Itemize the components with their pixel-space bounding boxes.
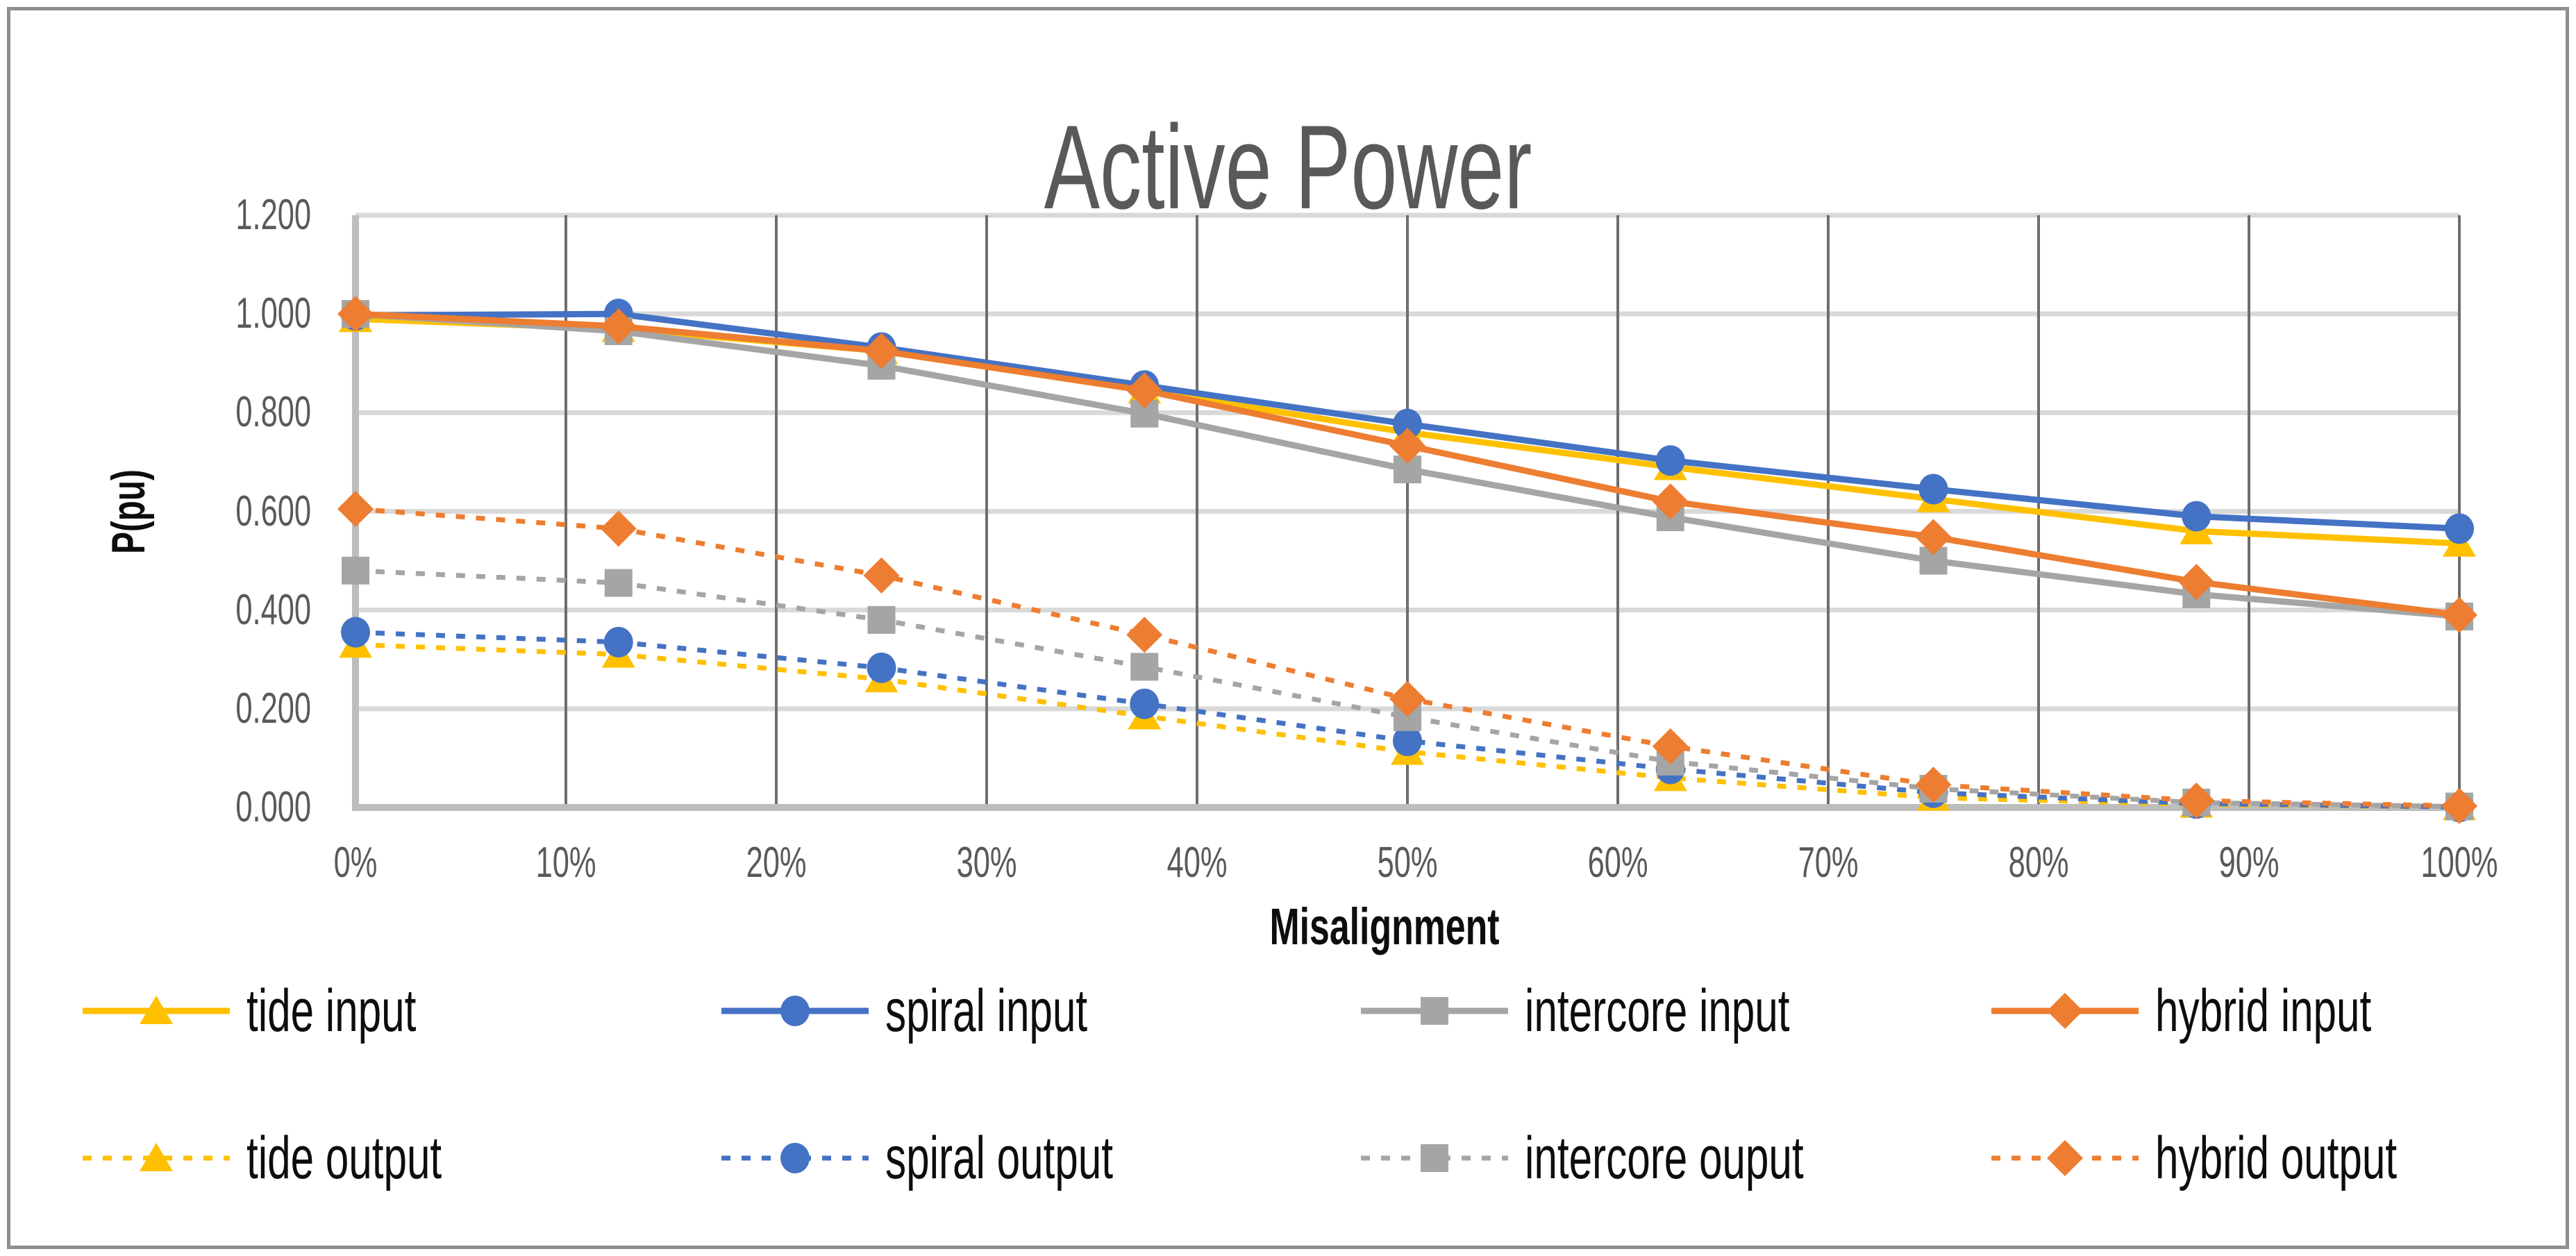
marker-spiral-input-8 <box>2445 513 2474 544</box>
legend-label: tide output <box>246 1125 442 1191</box>
y-tick-label: 1.200 <box>235 191 311 239</box>
legend-marker-intercore-ouput <box>1421 1144 1448 1172</box>
marker-hybrid-input-5 <box>1652 483 1689 520</box>
marker-spiral-output-0 <box>341 617 370 648</box>
legend-label: hybrid input <box>2155 978 2372 1044</box>
marker-spiral-output-2 <box>867 652 896 683</box>
legend-item-tide-output: tide output <box>83 1125 526 1191</box>
marker-hybrid-input-7 <box>2178 564 2215 601</box>
x-tick-label: 50% <box>1377 839 1438 887</box>
x-tick-label: 10% <box>535 839 596 887</box>
legend-item-intercore-ouput: intercore ouput <box>1361 1125 1923 1191</box>
legend-label: hybrid output <box>2155 1125 2398 1191</box>
marker-intercore-ouput-0 <box>342 556 369 585</box>
legend-item-intercore-input: intercore input <box>1361 978 1903 1044</box>
marker-hybrid-input-1 <box>600 308 637 344</box>
legend-marker-intercore-input <box>1421 997 1448 1025</box>
marker-hybrid-output-7 <box>2178 782 2215 819</box>
legend-swatch-spiral-input <box>721 996 869 1026</box>
marker-hybrid-output-8 <box>2441 787 2477 824</box>
x-tick-label: 20% <box>746 839 807 887</box>
y-tick-label: 0.400 <box>235 585 311 634</box>
x-tick-label: 40% <box>1166 839 1228 887</box>
legend-swatch-tide-output <box>83 1143 230 1171</box>
legend-marker-spiral-input <box>780 996 810 1026</box>
legend-marker-tide-output <box>140 1143 173 1171</box>
series-line-tide-output <box>355 642 2460 810</box>
x-tick-label: 0% <box>333 839 378 887</box>
legend-label: intercore ouput <box>1525 1125 1804 1191</box>
x-tick-label: 90% <box>2218 839 2280 887</box>
legend-label: spiral output <box>885 1125 1113 1191</box>
marker-hybrid-input-2 <box>863 333 900 369</box>
y-tick-label: 0.200 <box>235 684 311 732</box>
legend-item-hybrid-input: hybrid input <box>1991 978 2464 1044</box>
marker-hybrid-output-1 <box>600 510 637 547</box>
legend-swatch-intercore-ouput <box>1361 1144 1508 1172</box>
y-tick-label: 1.000 <box>235 290 311 338</box>
marker-hybrid-input-8 <box>2441 596 2477 633</box>
marker-hybrid-input-0 <box>337 296 374 333</box>
legend-item-tide-input: tide input <box>83 978 489 1044</box>
marker-spiral-input-6 <box>1918 474 1948 505</box>
legend-swatch-hybrid-input <box>1991 993 2139 1029</box>
x-tick-label: 100% <box>2420 839 2498 887</box>
legend-marker-hybrid-input <box>2047 993 2083 1029</box>
legend-swatch-intercore-input <box>1361 997 1508 1025</box>
y-axis-title: P(pu) <box>102 469 155 554</box>
legend-swatch-hybrid-output <box>1991 1140 2139 1176</box>
marker-intercore-ouput-3 <box>1130 653 1159 681</box>
chart-title: Active Power <box>1044 101 1532 234</box>
x-tick-label: 60% <box>1587 839 1648 887</box>
y-tick-label: 0.600 <box>235 487 311 535</box>
legend-label: tide input <box>246 978 417 1044</box>
chart-border <box>7 7 2569 1249</box>
marker-hybrid-output-2 <box>863 557 900 594</box>
marker-intercore-ouput-2 <box>867 605 896 634</box>
legend-item-hybrid-output: hybrid output <box>1991 1125 2500 1191</box>
series-line-spiral-output <box>355 630 2460 810</box>
marker-spiral-output-1 <box>603 626 633 658</box>
x-tick-label: 70% <box>1798 839 1859 887</box>
marker-hybrid-input-4 <box>1389 427 1425 464</box>
legend-marker-hybrid-output <box>2047 1140 2083 1176</box>
legend-marker-tide-input <box>140 996 173 1024</box>
marker-spiral-output-4 <box>1393 726 1422 757</box>
marker-hybrid-output-6 <box>1915 767 1952 803</box>
marker-spiral-input-5 <box>1655 445 1685 476</box>
marker-hybrid-input-3 <box>1126 372 1163 409</box>
legend-label: spiral input <box>885 978 1088 1044</box>
marker-hybrid-output-5 <box>1652 728 1689 764</box>
legend-label: intercore input <box>1525 978 1790 1044</box>
legend-swatch-tide-input <box>83 996 230 1024</box>
legend-item-spiral-output: spiral output <box>721 1125 1211 1191</box>
marker-hybrid-output-4 <box>1389 680 1425 717</box>
x-tick-label: 30% <box>956 839 1017 887</box>
marker-spiral-input-7 <box>2182 501 2211 532</box>
legend-swatch-spiral-output <box>721 1143 869 1173</box>
x-tick-label: 80% <box>2008 839 2069 887</box>
marker-intercore-ouput-1 <box>604 569 633 597</box>
x-axis-title: Misalignment <box>1269 898 1500 955</box>
marker-hybrid-input-6 <box>1915 519 1952 555</box>
marker-spiral-output-3 <box>1130 688 1160 719</box>
y-tick-label: 0.000 <box>235 783 311 831</box>
marker-spiral-input-4 <box>1393 408 1422 439</box>
marker-hybrid-output-0 <box>337 490 374 527</box>
legend-item-spiral-input: spiral input <box>721 978 1174 1044</box>
marker-hybrid-output-3 <box>1126 617 1163 653</box>
legend-marker-spiral-output <box>780 1143 810 1173</box>
y-tick-label: 0.800 <box>235 388 311 437</box>
